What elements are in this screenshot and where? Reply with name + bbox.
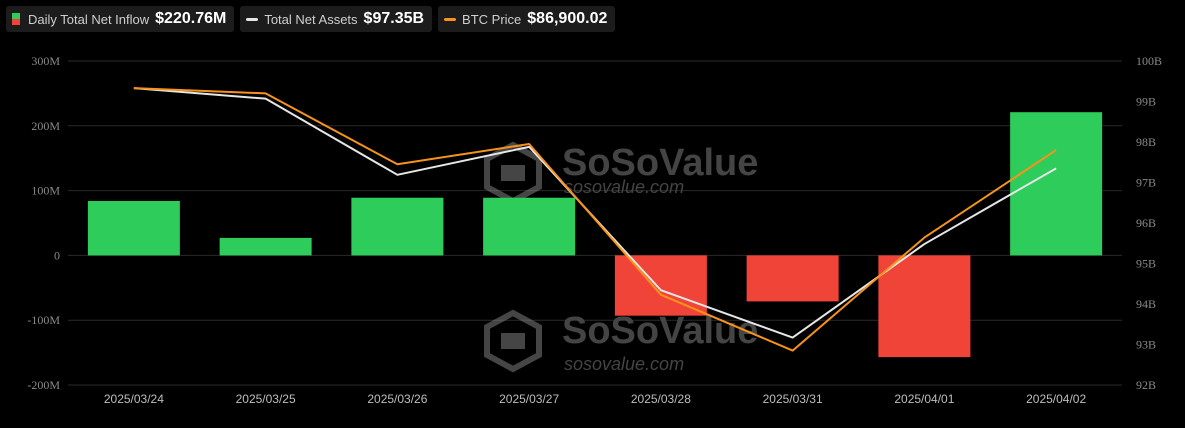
right-tick-label: 94B xyxy=(1136,297,1156,311)
legend-item-net-assets[interactable]: Total Net Assets $97.35B xyxy=(240,6,433,32)
legend-label-btc-price: BTC Price xyxy=(462,11,522,27)
x-tick-label: 2025/04/01 xyxy=(894,392,954,406)
inflow-bar[interactable] xyxy=(878,255,971,358)
btc-price-line[interactable] xyxy=(133,87,1057,352)
legend-label-net-inflow: Daily Total Net Inflow xyxy=(28,11,150,27)
inflow-bar[interactable] xyxy=(483,197,576,256)
line-swatch-icon xyxy=(444,17,457,21)
right-tick-label: 92B xyxy=(1136,378,1156,392)
legend-value-btc-price: $86,900.02 xyxy=(527,10,608,27)
inflow-bar[interactable] xyxy=(746,255,839,302)
left-tick-label: -200M xyxy=(27,378,60,392)
x-tick-label: 2025/03/25 xyxy=(236,392,296,406)
line-swatch-icon xyxy=(246,17,259,21)
inflow-bar[interactable] xyxy=(351,197,444,256)
x-tick-label: 2025/04/02 xyxy=(1026,392,1086,406)
legend-label-net-assets: Total Net Assets xyxy=(264,11,358,27)
bar-series xyxy=(87,112,1103,358)
chart-legend: Daily Total Net Inflow $220.76M Total Ne… xyxy=(6,6,616,32)
right-tick-label: 93B xyxy=(1136,338,1156,352)
left-tick-label: 0 xyxy=(54,248,60,262)
inflow-bar[interactable] xyxy=(614,255,707,316)
watermark-site: sosovalue.com xyxy=(564,354,684,374)
x-tick-label: 2025/03/26 xyxy=(367,392,427,406)
legend-item-btc-price[interactable]: BTC Price $86,900.02 xyxy=(438,6,616,32)
left-tick-label: 100M xyxy=(31,184,60,198)
watermark-brand: SoSoValue xyxy=(562,310,758,352)
legend-item-net-inflow[interactable]: Daily Total Net Inflow $220.76M xyxy=(6,6,235,32)
watermark-brand: SoSoValue xyxy=(562,142,758,184)
inflow-bar[interactable] xyxy=(219,237,312,256)
inflow-bar[interactable] xyxy=(87,200,180,256)
watermarks: SoSoValue sosovalue.com SoSoValue sosova… xyxy=(484,141,758,374)
right-tick-label: 98B xyxy=(1136,135,1156,149)
x-axis: 2025/03/24 2025/03/25 2025/03/26 2025/03/27… xyxy=(104,392,1087,406)
legend-value-net-assets: $97.35B xyxy=(363,10,425,27)
left-axis: 300M 200M 100M 0 -100M -200M xyxy=(27,54,60,392)
line-series xyxy=(133,87,1057,352)
watermark-logo-icon xyxy=(484,309,542,373)
left-tick-label: 300M xyxy=(31,54,60,68)
inflow-bar[interactable] xyxy=(1010,112,1103,256)
right-axis: 100B 99B 98B 97B 96B 95B 94B 93B 92B xyxy=(1136,54,1162,392)
x-tick-label: 2025/03/27 xyxy=(499,392,559,406)
right-tick-label: 99B xyxy=(1136,95,1156,109)
legend-value-net-inflow: $220.76M xyxy=(155,10,227,27)
right-tick-label: 100B xyxy=(1136,54,1162,68)
right-tick-label: 96B xyxy=(1136,216,1156,230)
x-tick-label: 2025/03/24 xyxy=(104,392,164,406)
right-tick-label: 97B xyxy=(1136,176,1156,190)
bar-swatch-icon xyxy=(12,13,20,25)
left-tick-label: 200M xyxy=(31,119,60,133)
left-tick-label: -100M xyxy=(27,313,60,327)
x-tick-label: 2025/03/28 xyxy=(631,392,691,406)
x-tick-label: 2025/03/31 xyxy=(763,392,823,406)
watermark-site: sosovalue.com xyxy=(564,177,684,197)
right-tick-label: 95B xyxy=(1136,257,1156,271)
